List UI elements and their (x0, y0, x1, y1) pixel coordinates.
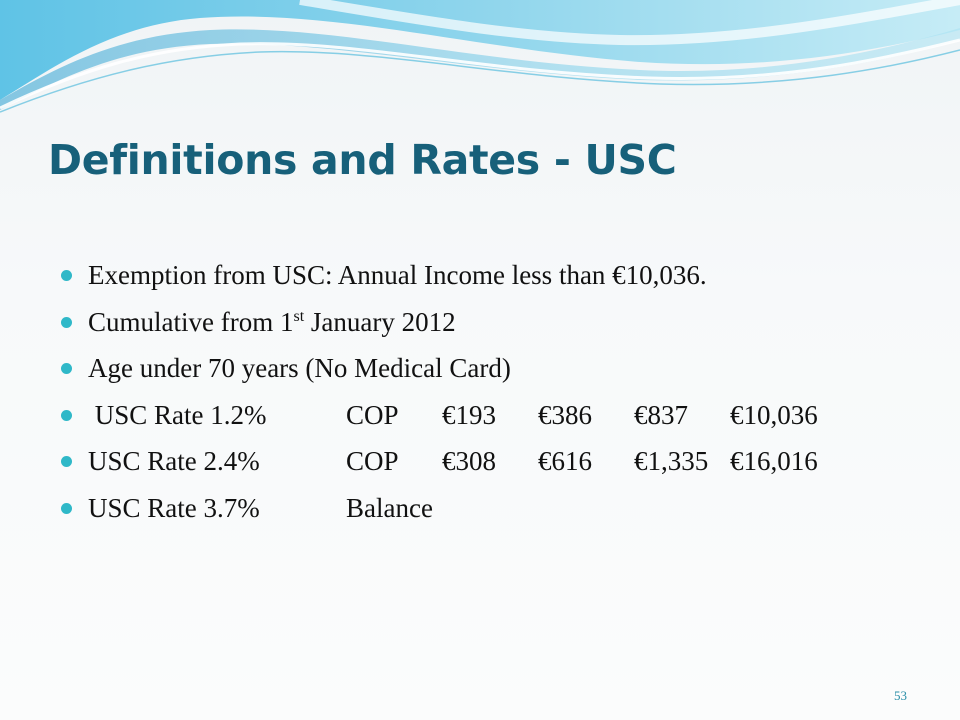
bullet-dot-icon (61, 363, 72, 375)
rate-type: Balance (346, 492, 433, 523)
bullet-text-before: Cumulative from 1 (88, 306, 294, 337)
bullet-dot-icon (61, 409, 72, 421)
slide-title: Definitions and Rates - USC (48, 136, 677, 184)
rate-value: €193 (442, 399, 496, 430)
bullet-cumulative: Cumulative from 1st January 2012 (60, 299, 920, 346)
rate-value: €616 (538, 446, 592, 477)
rate-type: COP (346, 399, 399, 430)
bullet-list: Exemption from USC: Annual Income less t… (60, 252, 920, 532)
bullet-rate-3: USC Rate 3.7% Balance (60, 485, 920, 532)
rate-label: USC Rate 3.7% (88, 492, 260, 523)
bullet-text: Cumulative from 1st January 2012 (88, 299, 456, 346)
rate-type: COP (346, 446, 399, 477)
bullet-text: Age under 70 years (No Medical Card) (88, 353, 511, 384)
rate-value: €16,016 (730, 446, 818, 477)
bullet-text: Exemption from USC: Annual Income less t… (88, 260, 707, 290)
bullet-exemption: Exemption from USC: Annual Income less t… (60, 252, 920, 299)
rate-value: €837 (634, 399, 688, 430)
ordinal-superscript: st (293, 307, 305, 325)
bullet-text-after: January 2012 (304, 306, 456, 337)
header-wave-decoration (0, 0, 960, 113)
bullet-rate-1: USC Rate 1.2% COP €193 €386 €837 €10,036 (60, 392, 920, 439)
rate-value: €1,335 (634, 446, 709, 477)
bullet-dot-icon (61, 456, 72, 468)
rate-label: USC Rate 2.4% (88, 446, 260, 477)
rate-value: €308 (442, 446, 496, 477)
rate-value: €10,036 (730, 399, 818, 430)
page-number: 53 (894, 688, 907, 703)
bullet-rate-2: USC Rate 2.4% COP €308 €616 €1,335 €16,0… (60, 438, 920, 485)
rate-value: €386 (538, 399, 592, 430)
rate-label: USC Rate 1.2% (88, 399, 267, 430)
bullet-age: Age under 70 years (No Medical Card) (60, 345, 920, 392)
bullet-dot-icon (61, 316, 72, 328)
bullet-dot-icon (61, 270, 72, 281)
bullet-dot-icon (61, 502, 72, 514)
